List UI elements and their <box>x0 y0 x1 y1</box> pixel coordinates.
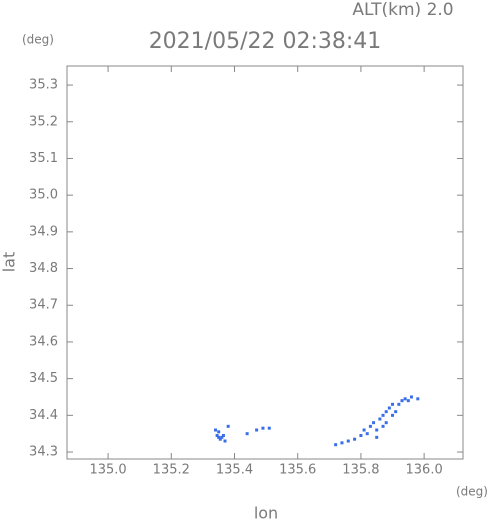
echo-point <box>372 421 376 425</box>
echo-point <box>334 443 338 447</box>
echo-point <box>384 421 388 425</box>
echo-point <box>362 428 366 432</box>
echo-point <box>217 435 221 439</box>
echo-point <box>397 402 401 406</box>
echo-point <box>267 426 271 430</box>
y-axis-label: lat <box>0 252 19 273</box>
echo-point <box>221 434 225 438</box>
echo-point <box>403 397 407 401</box>
echo-point <box>416 397 420 401</box>
x-tick-label: 135.6 <box>279 463 316 478</box>
echo-point <box>215 434 219 438</box>
x-tick-label: 135.8 <box>342 463 379 478</box>
y-tick-label: 34.9 <box>29 224 58 239</box>
x-unit: (deg) <box>456 485 488 499</box>
echo-point <box>365 432 369 436</box>
echo-point <box>359 434 363 438</box>
x-tick-label: 135.0 <box>89 463 126 478</box>
echo-point <box>220 435 224 439</box>
echo-point <box>381 413 385 417</box>
echo-point <box>391 413 395 417</box>
echo-point <box>384 410 388 414</box>
y-tick-label: 34.8 <box>29 261 58 276</box>
echo-point <box>261 426 265 430</box>
echo-point <box>375 428 379 432</box>
y-tick-label: 34.7 <box>29 298 58 313</box>
echo-point <box>409 395 413 399</box>
x-axis-label: lon <box>254 504 278 521</box>
echo-point <box>400 399 404 403</box>
echo-point <box>223 439 227 443</box>
echo-point <box>214 428 218 432</box>
echo-point <box>375 435 379 439</box>
echo-point <box>394 410 398 414</box>
echo-point <box>340 441 344 445</box>
x-tick-label: 135.4 <box>216 463 253 478</box>
echo-point <box>218 437 222 441</box>
y-tick-label: 34.4 <box>29 408 58 423</box>
echo-point <box>255 428 259 432</box>
chart-subtitle: 2021/05/22 02:38:41 <box>149 29 382 54</box>
echo-point <box>387 406 391 410</box>
echo-point <box>378 417 382 421</box>
echo-point <box>381 424 385 428</box>
plot-frame <box>66 65 464 460</box>
y-tick-label: 34.3 <box>29 445 58 460</box>
x-tick-label: 135.2 <box>153 463 190 478</box>
echo-point <box>226 424 230 428</box>
echo-point <box>406 399 410 403</box>
y-tick-label: 35.1 <box>29 151 58 166</box>
echo-point <box>391 402 395 406</box>
y-unit: (deg) <box>22 33 54 47</box>
echo-point <box>245 432 249 436</box>
echo-point <box>346 439 350 443</box>
echo-point <box>368 424 372 428</box>
chart-title: ALT(km) 2.0 <box>352 0 453 20</box>
y-tick-label: 35.3 <box>29 78 58 93</box>
echo-point <box>353 437 357 441</box>
y-tick-label: 34.6 <box>29 334 58 349</box>
y-tick-label: 35.2 <box>29 114 58 129</box>
echo-point <box>217 430 221 434</box>
x-tick-label: 136.0 <box>406 463 443 478</box>
y-tick-label: 35.0 <box>29 188 58 203</box>
y-tick-label: 34.5 <box>29 371 58 386</box>
